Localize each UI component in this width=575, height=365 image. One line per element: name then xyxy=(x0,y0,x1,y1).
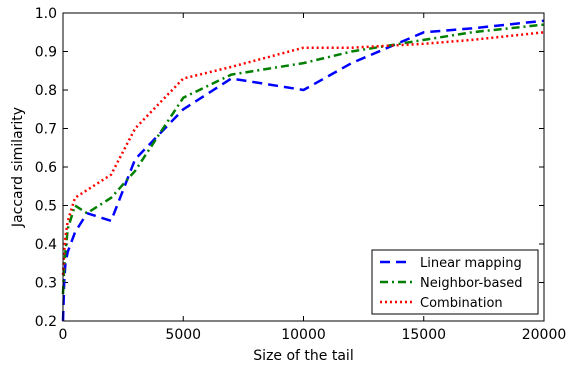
y-axis-label: Jaccard similarity xyxy=(10,107,26,228)
x-axis-label: Size of the tail xyxy=(253,348,353,364)
y-axis-ticks: 0.2 0.3 0.4 0.5 0.6 0.7 0.8 0.9 1.0 xyxy=(35,6,544,330)
y-tick-label: 0.7 xyxy=(35,122,57,138)
x-tick-label: 20000 xyxy=(522,327,567,343)
y-tick-label: 0.6 xyxy=(35,160,57,176)
x-tick-label: 15000 xyxy=(401,327,446,343)
y-tick-label: 0.2 xyxy=(35,314,57,330)
y-tick-label: 0.8 xyxy=(35,83,57,99)
legend-label: Linear mapping xyxy=(420,256,522,271)
y-tick-label: 0.9 xyxy=(35,45,57,61)
x-tick-label: 5000 xyxy=(165,327,201,343)
y-tick-label: 0.5 xyxy=(35,199,57,215)
legend-label: Combination xyxy=(420,296,503,311)
legend: Linear mapping Neighbor-based Combination xyxy=(371,249,539,315)
x-axis-ticks: 0 5000 10000 15000 20000 xyxy=(59,13,567,343)
plot-frame xyxy=(62,12,545,322)
x-tick-label: 10000 xyxy=(281,327,326,343)
series-line-2 xyxy=(61,23,545,295)
y-tick-label: 0.4 xyxy=(35,237,57,253)
y-tick-label: 0.3 xyxy=(35,276,57,292)
x-tick-label: 0 xyxy=(59,327,68,343)
data-series xyxy=(61,19,545,322)
legend-label: Neighbor-based xyxy=(420,276,522,291)
y-tick-label: 1.0 xyxy=(35,6,57,22)
series-line-3 xyxy=(61,31,545,275)
